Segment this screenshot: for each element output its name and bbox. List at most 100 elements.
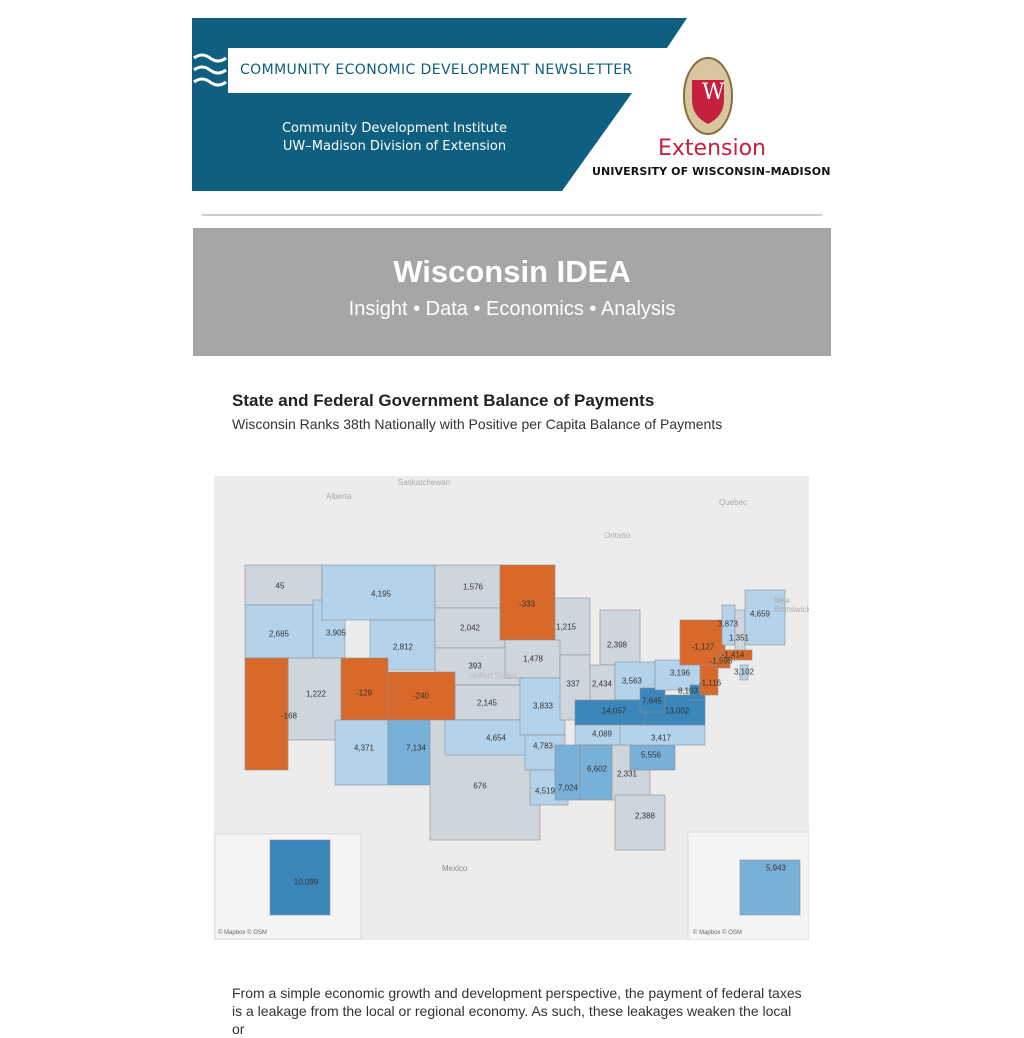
state-region[interactable] xyxy=(340,657,389,721)
newsletter-banner xyxy=(192,18,733,191)
state-value-label: -1,595 xyxy=(709,656,733,666)
division-name: UW–Madison Division of Extension xyxy=(282,139,507,154)
state-region[interactable] xyxy=(579,744,613,801)
state-value-label: 4,654 xyxy=(485,733,507,743)
state-value-label: 4,519 xyxy=(534,786,556,796)
geo-label: Mexico xyxy=(442,864,468,873)
state-region[interactable] xyxy=(639,687,666,713)
state-value-label: 5,943 xyxy=(765,863,787,873)
state-value-label: 3,102 xyxy=(733,667,755,677)
state-value-label: 7,024 xyxy=(557,783,579,793)
state-value-label: 3,196 xyxy=(669,668,691,678)
geo-label: Ontario xyxy=(604,531,631,540)
state-value-label: 4,783 xyxy=(532,741,554,751)
state-value-label: 2,331 xyxy=(616,769,638,779)
state-value-label: 393 xyxy=(468,661,482,671)
state-value-label: 3,563 xyxy=(621,676,643,686)
attribution: © Mapbox © OSM xyxy=(218,930,267,936)
geo-label: Quebec xyxy=(719,498,748,507)
state-value-label: 3,417 xyxy=(650,733,672,743)
state-region[interactable] xyxy=(244,564,323,606)
state-value-label: -240 xyxy=(412,691,430,701)
extension-logo-text: Extension xyxy=(658,136,767,161)
hero-title: Wisconsin IDEA xyxy=(393,254,631,289)
state-value-label: -1,127 xyxy=(691,642,715,652)
crest-letter: W xyxy=(702,80,725,105)
state-value-label: 7,645 xyxy=(641,696,663,706)
institute-name: Community Development Institute xyxy=(281,121,507,136)
state-value-label: -1,116 xyxy=(698,678,722,688)
state-region[interactable] xyxy=(739,664,749,681)
waves-icon xyxy=(193,53,227,87)
balance-of-payments-map[interactable]: Alberta Saskatchewan Ontario Quebec Unit… xyxy=(214,476,809,940)
state-value-label: -333 xyxy=(518,599,536,609)
state-region[interactable] xyxy=(334,719,389,786)
state-value-label: 14,057 xyxy=(601,706,627,716)
state-value-label: 10,099 xyxy=(293,877,319,887)
state-region[interactable] xyxy=(614,794,666,851)
state-value-label: 2,145 xyxy=(476,698,498,708)
state-region[interactable] xyxy=(554,597,591,656)
state-region[interactable] xyxy=(719,649,753,661)
state-value-label: -129 xyxy=(355,688,373,698)
state-region[interactable] xyxy=(699,664,719,696)
state-value-label: 4,371 xyxy=(353,743,375,753)
hero-banner: Wisconsin IDEA Insight • Data • Economic… xyxy=(193,228,831,356)
attribution: © Mapbox © OSM xyxy=(693,930,742,936)
uw-crest-logo xyxy=(683,57,733,135)
state-value-label: 1,478 xyxy=(522,654,544,664)
state-value-label: 3,873 xyxy=(717,619,739,629)
state-value-label: 3,905 xyxy=(325,628,347,638)
state-region[interactable] xyxy=(321,564,436,621)
state-region[interactable] xyxy=(744,589,786,646)
geo-label: Alberta xyxy=(326,492,352,501)
state-value-label: 45 xyxy=(275,581,285,591)
geo-label: United States xyxy=(469,671,518,680)
state-value-label: 676 xyxy=(473,781,487,791)
state-value-label: 6,602 xyxy=(586,764,608,774)
state-value-label: 5,556 xyxy=(640,750,662,760)
state-value-label: 8,103 xyxy=(677,686,699,696)
state-value-label: 2,398 xyxy=(606,640,628,650)
state-region[interactable] xyxy=(287,657,342,741)
state-region[interactable] xyxy=(519,677,566,736)
state-region[interactable] xyxy=(504,639,561,679)
state-region[interactable] xyxy=(434,564,501,609)
state-region[interactable] xyxy=(454,684,526,721)
divider xyxy=(202,214,822,216)
state-value-label: 2,042 xyxy=(459,623,481,633)
state-value-label: -168 xyxy=(280,711,298,721)
state-value-label: -1,414 xyxy=(721,650,745,660)
article-paragraph: From a simple economic growth and develo… xyxy=(232,985,802,1037)
state-value-label: 4,089 xyxy=(591,729,613,739)
state-value-label: 4,195 xyxy=(370,589,392,599)
state-value-label: 2,812 xyxy=(392,642,414,652)
state-region[interactable] xyxy=(269,839,331,916)
state-value-label: 4,659 xyxy=(749,609,771,619)
state-value-label: 2,388 xyxy=(634,811,656,821)
article-title: State and Federal Government Balance of … xyxy=(232,391,655,410)
state-value-label: 3,833 xyxy=(532,701,554,711)
state-value-label: 2,434 xyxy=(591,679,613,689)
geo-label: New Brunswick xyxy=(774,596,809,614)
article-subtitle: Wisconsin Ranks 38th Nationally with Pos… xyxy=(232,416,723,432)
state-region[interactable] xyxy=(387,671,456,721)
state-region[interactable] xyxy=(734,609,746,656)
state-value-label: 1,215 xyxy=(555,622,577,632)
hero-tagline: Insight • Data • Economics • Analysis xyxy=(348,298,676,320)
state-value-label: 1,576 xyxy=(462,582,484,592)
state-value-label: 7,134 xyxy=(405,743,427,753)
state-region[interactable] xyxy=(244,657,289,771)
state-region[interactable] xyxy=(599,609,641,666)
state-region[interactable] xyxy=(444,719,531,756)
state-region[interactable] xyxy=(739,859,801,916)
state-value-label: 1,351 xyxy=(728,633,750,643)
newsletter-title: COMMUNITY ECONOMIC DEVELOPMENT NEWSLETTE… xyxy=(240,62,633,78)
state-region[interactable] xyxy=(714,657,731,669)
state-value-label: 1,222 xyxy=(305,689,327,699)
state-value-label: 2,685 xyxy=(268,629,290,639)
university-name: UNIVERSITY OF WISCONSIN–MADISON xyxy=(592,165,831,178)
state-value-label: 337 xyxy=(566,679,580,689)
state-value-label: 13,002 xyxy=(664,706,690,716)
state-region[interactable] xyxy=(499,564,556,641)
